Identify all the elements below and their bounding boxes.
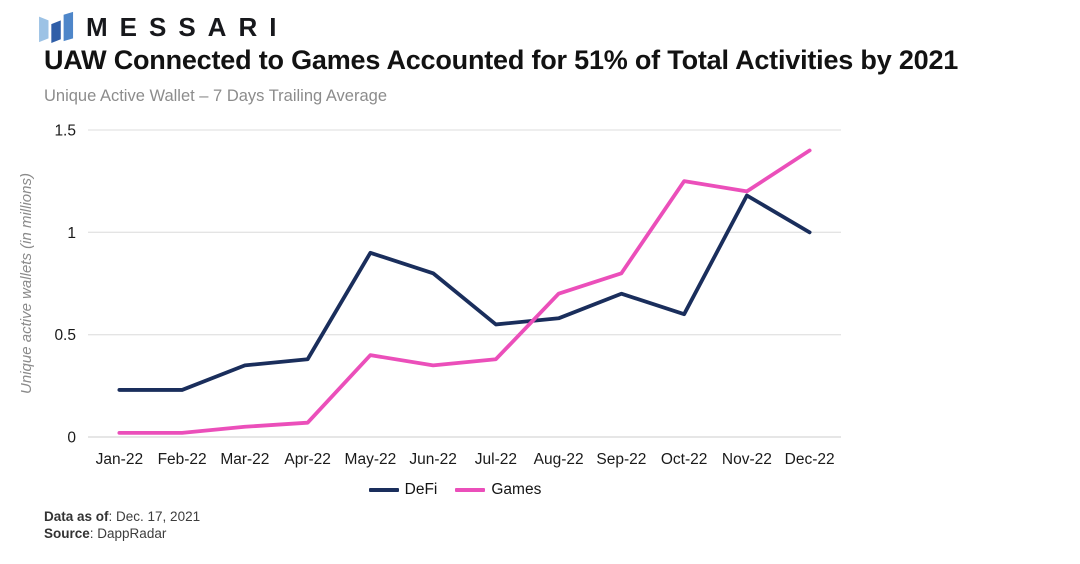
x-tick-label: Nov-22 [722, 451, 772, 468]
x-tick-label: Dec-22 [785, 451, 835, 468]
x-tick-label: Feb-22 [158, 451, 207, 468]
source-line: Source: DappRadar [44, 526, 167, 541]
x-tick-label: Sep-22 [596, 451, 646, 468]
data-as-of-line: Data as of: Dec. 17, 2021 [44, 509, 201, 524]
legend-item-defi: DeFi [368, 481, 438, 499]
y-tick-label: 1 [67, 225, 76, 242]
y-tick-label: 0 [67, 430, 76, 447]
chart-subtitle: Unique Active Wallet – 7 Days Trailing A… [44, 87, 388, 105]
y-axis-title: Unique active wallets (in millions) [18, 173, 35, 394]
x-tick-label: Aug-22 [534, 451, 584, 468]
x-tick-label: Apr-22 [284, 451, 331, 468]
chart-footnotes: Data as of: Dec. 17, 2021 Source: DappRa… [44, 508, 200, 542]
x-tick-label: Jun-22 [409, 451, 456, 468]
x-tick-label: May-22 [345, 451, 397, 468]
defi-line-swatch [368, 488, 399, 492]
x-tick-label: Mar-22 [220, 451, 269, 468]
messari-logo-icon [39, 11, 74, 44]
defi-line [117, 193, 812, 392]
y-tick-label: 0.5 [54, 327, 76, 344]
messari-logo-text: MESSARI [86, 12, 289, 42]
games-line [117, 148, 812, 435]
messari-logo: MESSARI [38, 10, 288, 44]
chart-legend: DeFi Games [60, 481, 850, 499]
x-tick-label: Oct-22 [661, 451, 708, 468]
uaw-line-chart: 0 0.5 1 1.5 Jan-22 Feb-22 Mar-22 Apr-22 May-22 Ju… [18, 123, 841, 468]
chart-title: UAW Connected to Games Accounted for 51%… [44, 45, 959, 75]
x-tick-label: Jul-22 [475, 451, 517, 468]
legend-label-games: Games [491, 481, 542, 498]
legend-item-games: Games [455, 481, 541, 499]
y-tick-label: 1.5 [54, 123, 76, 140]
legend-label-defi: DeFi [404, 481, 438, 498]
games-line-swatch [455, 488, 486, 492]
x-tick-label: Jan-22 [96, 451, 143, 468]
